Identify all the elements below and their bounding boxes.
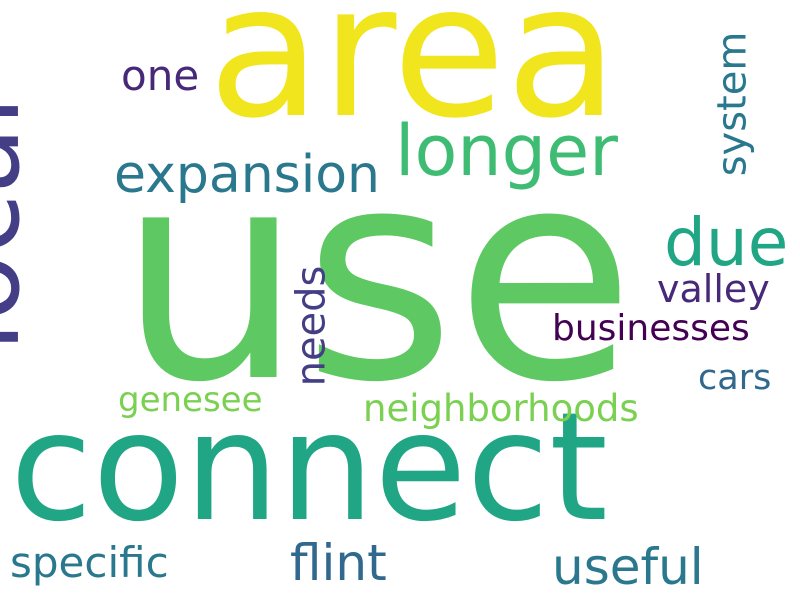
word-useful: useful [552, 538, 704, 596]
word-flint: flint [290, 534, 387, 592]
word-area: area [208, 0, 619, 159]
word-expansion: expansion [114, 145, 380, 205]
word-valley: valley [657, 267, 770, 311]
word-connect: connect [10, 381, 608, 555]
word-one: one [121, 51, 200, 100]
word-use: use [118, 106, 635, 446]
word-cars: cars [698, 358, 772, 398]
word-system: system [709, 31, 756, 177]
word-genesee: genesee [118, 380, 263, 420]
word-neighborhoods: neighborhoods [363, 387, 639, 430]
word-longer: longer [395, 110, 618, 192]
word-local: local [0, 95, 45, 353]
word-needs: needs [288, 265, 335, 387]
word-specific: specific [10, 538, 169, 587]
word-businesses: businesses [552, 308, 750, 349]
word-due: due [664, 204, 789, 281]
